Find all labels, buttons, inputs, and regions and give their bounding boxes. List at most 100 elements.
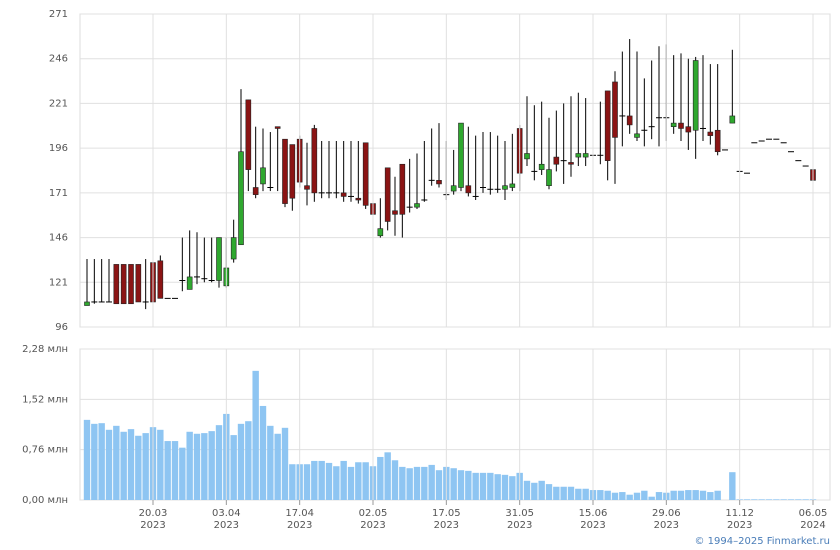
x-tick-label: 31.05 <box>505 508 534 519</box>
volume-bar <box>685 490 692 500</box>
y-tick-label: 171 <box>49 188 68 199</box>
x-tick-label: 06.05 <box>799 508 828 519</box>
candle-body <box>274 126 281 129</box>
candle-body <box>714 129 721 153</box>
candle-body <box>311 128 318 194</box>
volume-bar <box>780 499 787 500</box>
volume-bar <box>413 466 421 500</box>
volume-bar <box>303 464 311 500</box>
x-tick-label: 17.04 <box>285 508 314 519</box>
volume-bar <box>391 460 399 500</box>
volume-bar <box>465 470 472 500</box>
volume-bar <box>670 490 677 500</box>
volume-bar <box>164 441 171 500</box>
volume-bar <box>325 462 333 500</box>
volume-bar <box>648 496 655 500</box>
candle-body <box>384 167 391 222</box>
candle-body <box>362 142 369 206</box>
volume-bar <box>208 431 215 500</box>
candle-body <box>450 185 457 192</box>
volume-bar <box>237 423 245 500</box>
candle-body <box>157 260 164 299</box>
volume-bar <box>127 429 135 500</box>
candle-body <box>135 264 142 303</box>
volume-bar <box>773 499 780 500</box>
volume-bar <box>487 472 494 500</box>
volume-bar <box>135 435 142 500</box>
candle-body <box>186 276 193 290</box>
volume-bar <box>259 405 267 500</box>
y-tick-label: 2,28 млн <box>22 344 68 355</box>
volume-bar <box>193 433 201 500</box>
candle-body <box>626 115 633 126</box>
volume-bar <box>582 488 589 500</box>
candle-body <box>113 264 120 305</box>
volume-bar <box>560 486 567 500</box>
volume-bar <box>157 429 164 500</box>
volume-bar <box>795 499 802 500</box>
volume-bar <box>677 490 685 500</box>
candle-body <box>575 153 582 158</box>
volume-bar <box>428 464 435 500</box>
y-tick-label: 146 <box>49 233 68 244</box>
volume-bar <box>384 452 391 500</box>
candle-body <box>524 153 530 160</box>
volume-bar <box>501 474 509 500</box>
volume-bar <box>355 462 362 500</box>
volume-bar <box>699 490 707 500</box>
x-tick-label: 15.06 <box>579 508 608 519</box>
candle-body <box>692 60 699 131</box>
volume-bar <box>626 494 633 500</box>
candle-body <box>260 167 266 185</box>
candle-body <box>304 185 310 190</box>
candle-body <box>128 264 134 305</box>
volume-bar <box>91 423 98 500</box>
volume-bar <box>531 482 538 500</box>
x-tick-label: 29.06 <box>652 508 681 519</box>
volume-bar <box>633 492 641 500</box>
candle-body <box>377 228 384 237</box>
candle-body <box>604 90 611 161</box>
candle-body <box>245 99 252 170</box>
volume-bar <box>692 490 699 500</box>
volume-bar <box>523 480 531 500</box>
volume-bar <box>98 423 105 500</box>
volume-bar <box>362 462 369 500</box>
volume-bar <box>318 460 325 500</box>
x-tick-label: 03.04 <box>212 508 241 519</box>
candle-body <box>340 192 347 197</box>
volume-bar <box>377 456 384 500</box>
volume-bar <box>186 431 193 500</box>
candle-body <box>509 183 516 188</box>
volume-bar <box>707 492 714 500</box>
x-tick-year: 2023 <box>654 520 679 531</box>
volume-bar <box>604 490 611 500</box>
candle-body <box>216 237 222 281</box>
volume-bar <box>714 490 721 500</box>
volume-bar <box>729 472 736 500</box>
volume-bar <box>509 476 516 500</box>
volume-bar <box>120 431 127 500</box>
candle-body <box>546 169 552 187</box>
candle-body <box>553 156 560 165</box>
volume-bar <box>802 499 809 500</box>
volume-bar <box>311 460 318 500</box>
volume-bar <box>553 486 560 500</box>
y-tick-label: 0,00 млн <box>22 495 68 506</box>
volume-bar <box>245 421 252 500</box>
candle-body <box>355 197 362 201</box>
y-tick-label: 121 <box>49 277 68 288</box>
volume-bar <box>597 490 604 500</box>
volume-bar <box>751 499 758 500</box>
volume-bar <box>179 447 186 500</box>
volume-bar <box>758 499 765 500</box>
volume-bar <box>641 490 648 500</box>
y-tick-label: 221 <box>49 98 68 109</box>
copyright: © 1994–2025 Finmarket.ru <box>694 536 830 547</box>
volume-bar <box>421 466 428 500</box>
volume-bar <box>83 419 91 500</box>
candle-body <box>230 237 237 260</box>
candle-body <box>436 180 442 185</box>
y-tick-label: 1,52 млн <box>22 394 68 405</box>
